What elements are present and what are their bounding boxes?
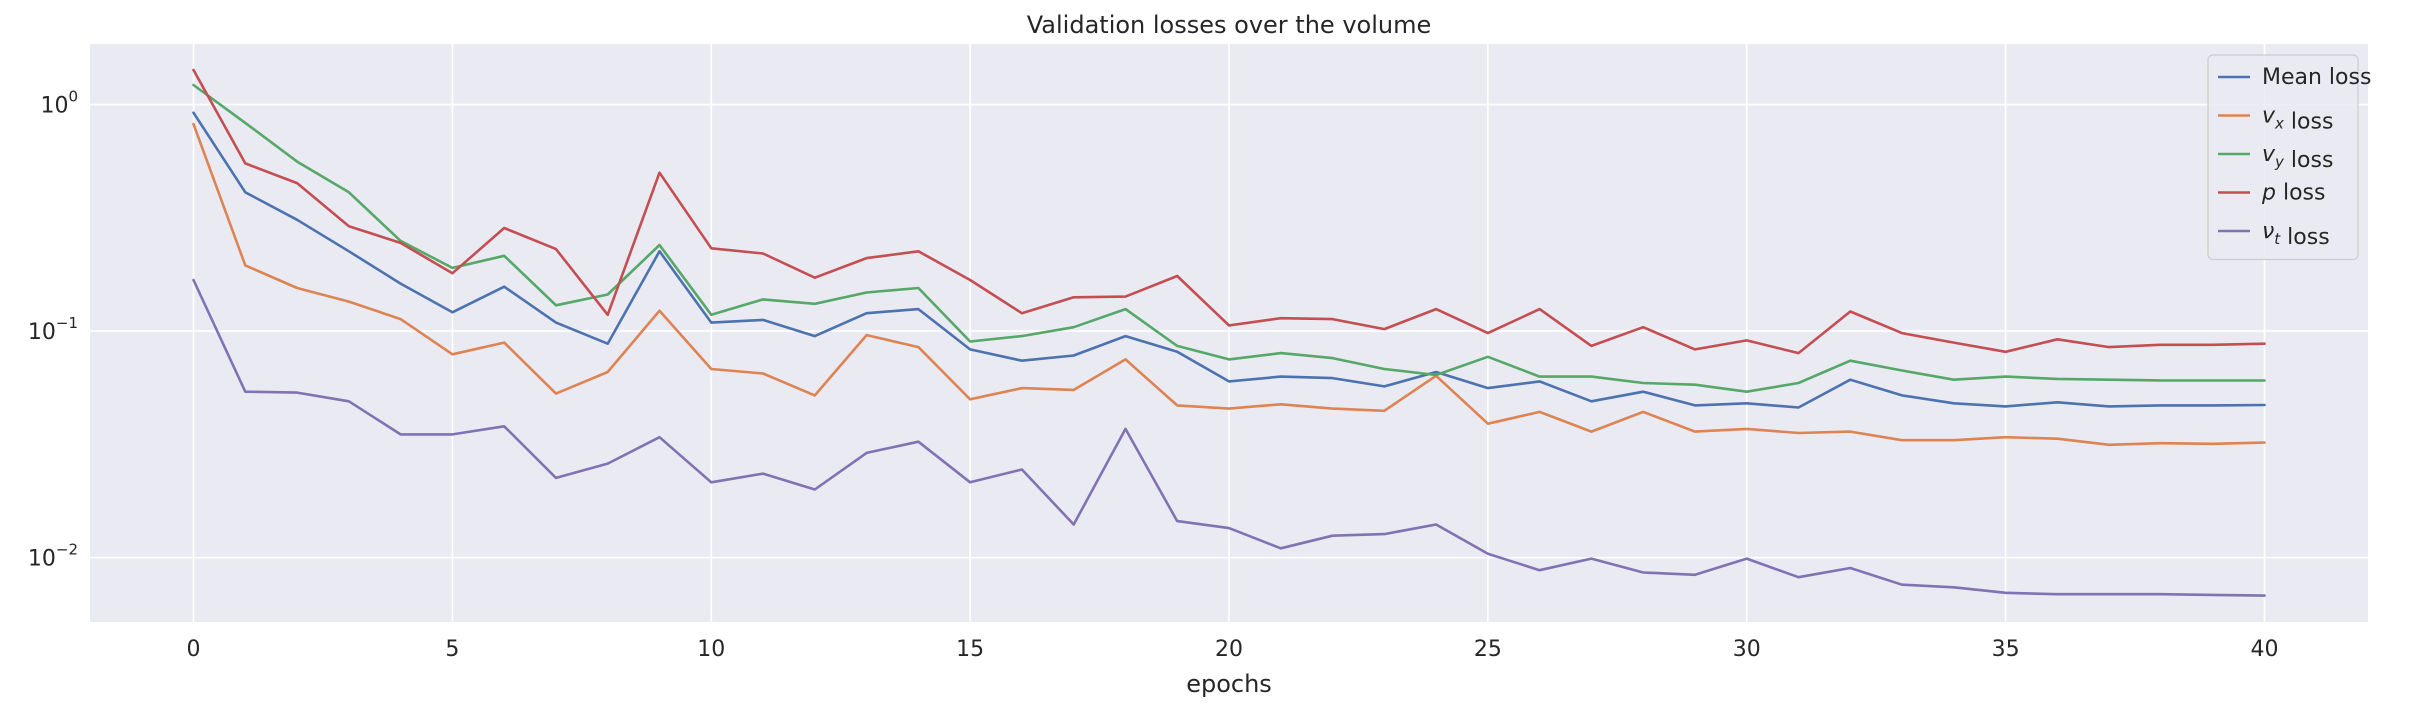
legend-subscript: t [2274, 230, 2281, 248]
y-tick-exponent: −2 [56, 541, 78, 559]
y-tick-base: 10 [40, 94, 68, 119]
legend-text-part: v [2262, 104, 2276, 129]
legend-text-part: ν [2262, 219, 2274, 244]
x-tick-label: 25 [1474, 637, 1502, 662]
y-tick-exponent: −1 [56, 314, 78, 332]
legend-label: νt loss [2262, 219, 2330, 250]
x-axis: 0 5 10 15 20 25 30 35 40 [187, 637, 2279, 662]
legend-label: Mean loss [2262, 65, 2371, 90]
y-tick-base: 10 [28, 547, 56, 572]
x-tick-label: 10 [697, 637, 725, 662]
legend-text-part: v [2262, 142, 2276, 167]
series-lines [192, 68, 2266, 597]
x-tick-label: 35 [1992, 637, 2020, 662]
y-tick-label: 10−2 [28, 541, 78, 572]
y-tick-label: 100 [40, 88, 78, 119]
legend-subscript: x [2274, 115, 2284, 133]
y-tick-base: 10 [28, 320, 56, 345]
x-tick-label: 20 [1215, 637, 1243, 662]
legend-subscript: y [2274, 153, 2285, 171]
x-tick-label: 0 [187, 637, 201, 662]
legend-text-part: loss [2284, 148, 2334, 173]
legend-label: vx loss [2262, 104, 2333, 135]
series-line-4 [192, 68, 2266, 355]
x-tick-label: 5 [445, 637, 459, 662]
legend-text-part: Mean loss [2262, 65, 2371, 90]
x-tick-label: 40 [2250, 637, 2278, 662]
x-tick-label: 30 [1733, 637, 1761, 662]
legend-text-part: p [2261, 181, 2276, 206]
legend-text-part: loss [2284, 110, 2334, 135]
x-tick-label: 15 [956, 637, 984, 662]
legend-label: vy loss [2262, 142, 2333, 173]
legend-box [2207, 54, 2359, 261]
legend-text-part: loss [2280, 225, 2330, 250]
series-line-3 [192, 83, 2266, 394]
series-line-2 [192, 122, 2266, 447]
legend-text-part: loss [2276, 181, 2326, 206]
y-tick-exponent: 0 [68, 88, 78, 106]
legend-label: p loss [2261, 181, 2325, 206]
y-tick-label: 10−1 [28, 314, 78, 345]
series-line-5 [192, 278, 2266, 597]
series-line-1 [192, 111, 2266, 409]
x-axis-title: epochs [1186, 670, 1272, 698]
chart-title: Validation losses over the volume [1027, 11, 1431, 39]
